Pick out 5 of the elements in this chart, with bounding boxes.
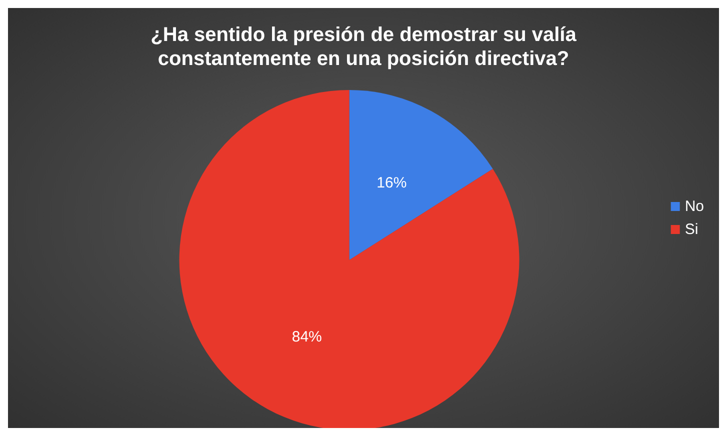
chart-title: ¿Ha sentido la presión de demostrar su valía constantemente en una posición directiva? xyxy=(150,24,578,70)
legend-label: No xyxy=(684,198,704,215)
legend-label: Si xyxy=(684,221,698,238)
data-label: 84% xyxy=(292,328,322,346)
data-label: 16% xyxy=(376,174,407,192)
